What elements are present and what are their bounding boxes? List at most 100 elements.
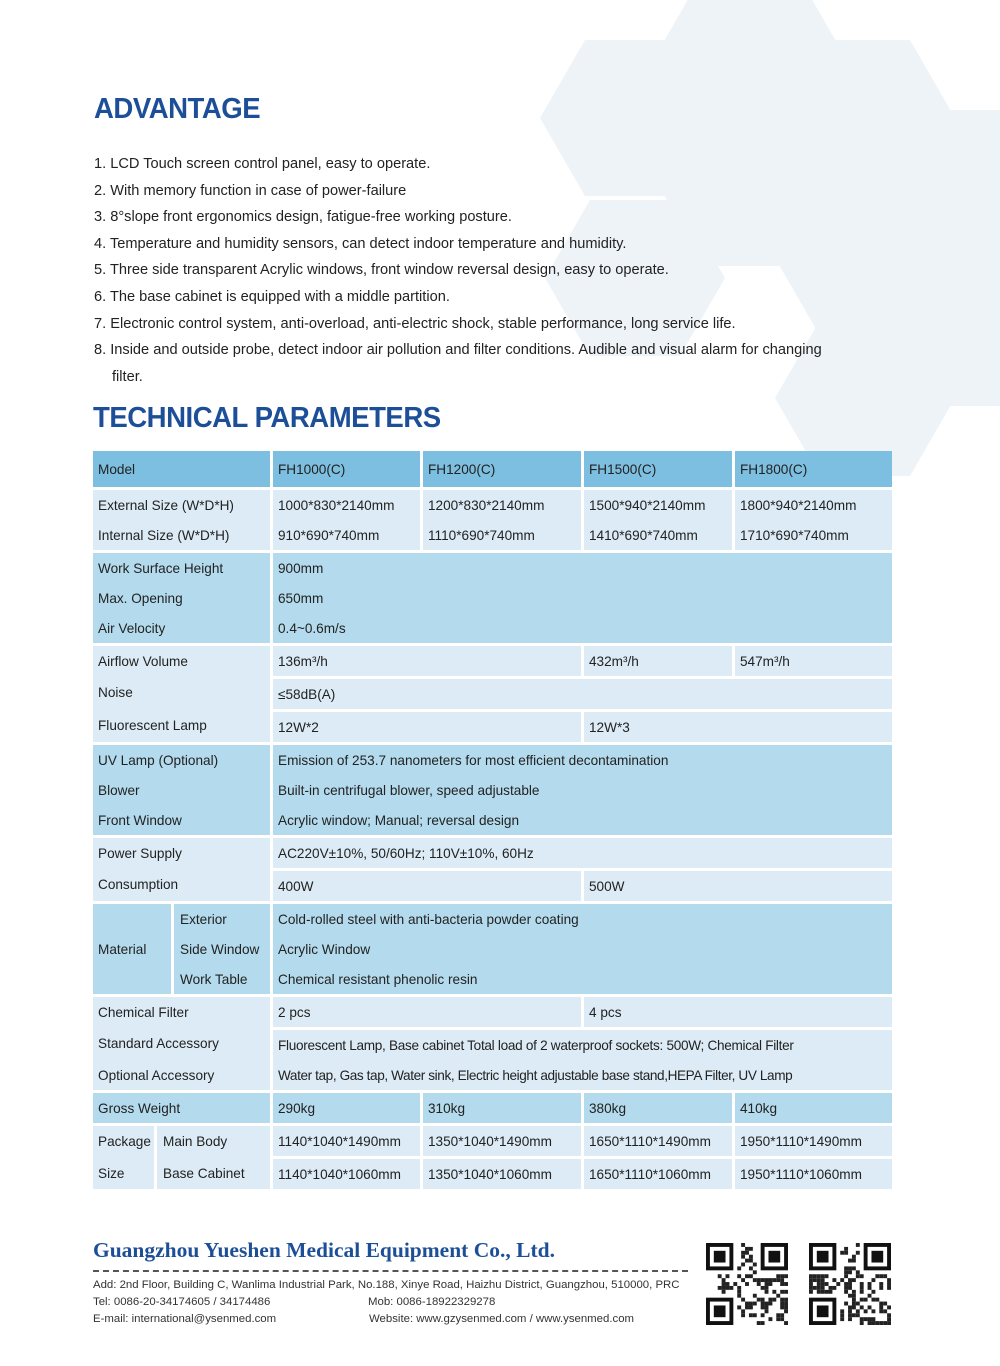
advantage-item: 7. Electronic control system, anti-overl…	[94, 315, 736, 332]
value-cell: 0.4~0.6m/s	[270, 613, 892, 643]
value-cell: 1710*690*740mm	[732, 520, 892, 550]
model-cell: FH1800(C)	[732, 451, 892, 487]
table-row-chemical-filter: Chemical Filter 2 pcs 4 pcs	[93, 994, 892, 1027]
value-cell: 136m³/h	[270, 643, 581, 676]
value-cell: 1140*1040*1060mm	[270, 1156, 420, 1189]
table-row-work-surface-height: Work Surface Height 900mm	[93, 550, 892, 583]
company-name: Guangzhou Yueshen Medical Equipment Co.,…	[93, 1238, 555, 1262]
table-row-uv-lamp: UV Lamp (Optional) Emission of 253.7 nan…	[93, 742, 892, 775]
value-cell: 1950*1110*1060mm	[732, 1156, 892, 1189]
value-cell: Chemical resistant phenolic resin	[270, 964, 892, 994]
value-cell: Acrylic window; Manual; reversal design	[270, 805, 892, 835]
value-cell: 500W	[581, 868, 892, 901]
row-label: Size	[98, 1165, 125, 1181]
row-label: Standard Accessory	[98, 1036, 219, 1051]
value-cell: 547m³/h	[732, 643, 892, 676]
value-cell: 1500*940*2140mm	[581, 487, 732, 520]
row-label: Consumption	[98, 877, 179, 892]
advantage-item: 3. 8°slope front ergonomics design, fati…	[94, 209, 512, 226]
value-cell: 1350*1040*1060mm	[420, 1156, 581, 1189]
value-cell: Fluorescent Lamp, Base cabinet Total loa…	[270, 1027, 892, 1060]
row-label: Optional Accessory	[98, 1067, 215, 1083]
row-label: Blower	[98, 782, 140, 798]
table-row-gross-weight: Gross Weight 290kg 310kg 380kg 410kg	[93, 1090, 892, 1123]
table-row-fluorescent-lamp: Fluorescent Lamp 12W*2 12W*3	[93, 709, 892, 742]
row-label: Fluorescent Lamp	[98, 718, 207, 733]
row-label: Front Window	[98, 812, 182, 828]
model-cell: FH1200(C)	[420, 451, 581, 487]
row-label: Power Supply	[93, 835, 270, 868]
advantage-item: 5. Three side transparent Acrylic window…	[94, 262, 669, 279]
qr-code-icon	[706, 1243, 788, 1325]
row-label: Chemical Filter	[93, 994, 270, 1027]
telephone: Tel: 0086-20-34174605 / 34174486	[93, 1296, 271, 1308]
table-row-consumption: Consumption 400W 500W	[93, 868, 892, 901]
value-cell: 310kg	[420, 1090, 581, 1123]
value-cell: 4 pcs	[581, 994, 892, 1027]
email: E-mail: international@ysenmed.com	[93, 1313, 277, 1325]
row-label: Work Surface Height	[93, 550, 270, 583]
table-row-external-size: External Size (W*D*H) 1000*830*2140mm 12…	[93, 487, 892, 520]
value-cell: 650mm	[270, 583, 892, 613]
row-label: Gross Weight	[93, 1090, 270, 1123]
table-row-power-supply: Power Supply AC220V±10%, 50/60Hz; 110V±1…	[93, 835, 892, 868]
value-cell: 432m³/h	[581, 643, 732, 676]
row-label: Internal Size (W*D*H)	[98, 527, 230, 543]
row-label: Model	[93, 451, 270, 487]
address: Add: 2nd Floor, Building C, Wanlima Indu…	[93, 1279, 680, 1291]
qr-code-icon	[809, 1243, 891, 1325]
value-cell: 1350*1040*1490mm	[420, 1123, 581, 1156]
technical-parameters-heading: TECHNICAL PARAMETERS	[93, 402, 441, 434]
table-row-material-exterior: Material Exterior Side Window Work Table…	[93, 901, 892, 994]
technical-parameters-table: Model FH1000(C) FH1200(C) FH1500(C) FH18…	[93, 451, 892, 1189]
value-cell: Emission of 253.7 nanometers for most ef…	[270, 742, 892, 775]
value-cell: Cold-rolled steel with anti-bacteria pow…	[270, 901, 892, 934]
row-label: External Size (W*D*H)	[93, 487, 270, 520]
mobile: Mob: 0086-18922329278	[368, 1296, 496, 1308]
package-size-label-cell: Package Size Main Body Base Cabinet	[93, 1123, 270, 1189]
table-row-airflow-volume: Airflow Volume 136m³/h 432m³/h 547m³/h	[93, 643, 892, 676]
table-row-air-velocity: Air Velocity 0.4~0.6m/s	[93, 613, 892, 643]
table-row-blower: Blower Built-in centrifugal blower, spee…	[93, 775, 892, 805]
value-cell: 12W*3	[581, 709, 892, 742]
advantage-item: 6. The base cabinet is equipped with a m…	[94, 288, 450, 305]
value-cell: Water tap, Gas tap, Water sink, Electric…	[270, 1060, 892, 1090]
value-cell: 1110*690*740mm	[420, 520, 581, 550]
table-row-max-opening: Max. Opening 650mm	[93, 583, 892, 613]
sub-label: Work Table	[180, 971, 248, 987]
value-cell: 1140*1040*1490mm	[270, 1123, 420, 1156]
row-label: Package	[98, 1134, 151, 1150]
website: Website: www.gzysenmed.com / www.ysenmed…	[369, 1313, 635, 1325]
value-cell: 12W*2	[270, 709, 581, 742]
advantage-list: 1. LCD Touch screen control panel, easy …	[94, 151, 824, 390]
table-row-model: Model FH1000(C) FH1200(C) FH1500(C) FH18…	[93, 451, 892, 487]
value-cell: 1410*690*740mm	[581, 520, 732, 550]
sub-label: Base Cabinet	[163, 1165, 245, 1181]
model-cell: FH1000(C)	[270, 451, 420, 487]
table-row-optional-accessory: Optional Accessory Water tap, Gas tap, W…	[93, 1060, 892, 1090]
table-row-internal-size: Internal Size (W*D*H) 910*690*740mm 1110…	[93, 520, 892, 550]
table-row-package-main-body: Package Size Main Body Base Cabinet 1140…	[93, 1123, 892, 1189]
value-cell: AC220V±10%, 50/60Hz; 110V±10%, 60Hz	[270, 835, 892, 868]
advantage-item: 4. Temperature and humidity sensors, can…	[94, 235, 627, 252]
value-cell: Built-in centrifugal blower, speed adjus…	[270, 775, 892, 805]
value-cell: 290kg	[270, 1090, 420, 1123]
value-cell: 910*690*740mm	[270, 520, 420, 550]
sub-label: Main Body	[163, 1134, 228, 1150]
advantage-item: 8. Inside and outside probe, detect indo…	[94, 342, 822, 385]
sub-label: Side Window	[180, 941, 260, 957]
value-cell: 2 pcs	[270, 994, 581, 1027]
value-cell: ≤58dB(A)	[270, 676, 892, 709]
value-cell: 1650*1110*1490mm	[581, 1123, 732, 1156]
row-label: Max. Opening	[98, 590, 183, 606]
value-cell: 1650*1110*1060mm	[581, 1156, 732, 1189]
advantage-item: 2. With memory function in case of power…	[94, 182, 407, 199]
table-row-standard-accessory: Standard Accessory Fluorescent Lamp, Bas…	[93, 1027, 892, 1060]
advantage-heading: ADVANTAGE	[94, 93, 261, 125]
table-row-noise: Noise ≤58dB(A)	[93, 676, 892, 709]
value-cell: Acrylic Window	[270, 934, 892, 964]
row-label: Material	[98, 941, 147, 957]
row-label: Airflow Volume	[93, 643, 270, 676]
value-cell: 1200*830*2140mm	[420, 487, 581, 520]
